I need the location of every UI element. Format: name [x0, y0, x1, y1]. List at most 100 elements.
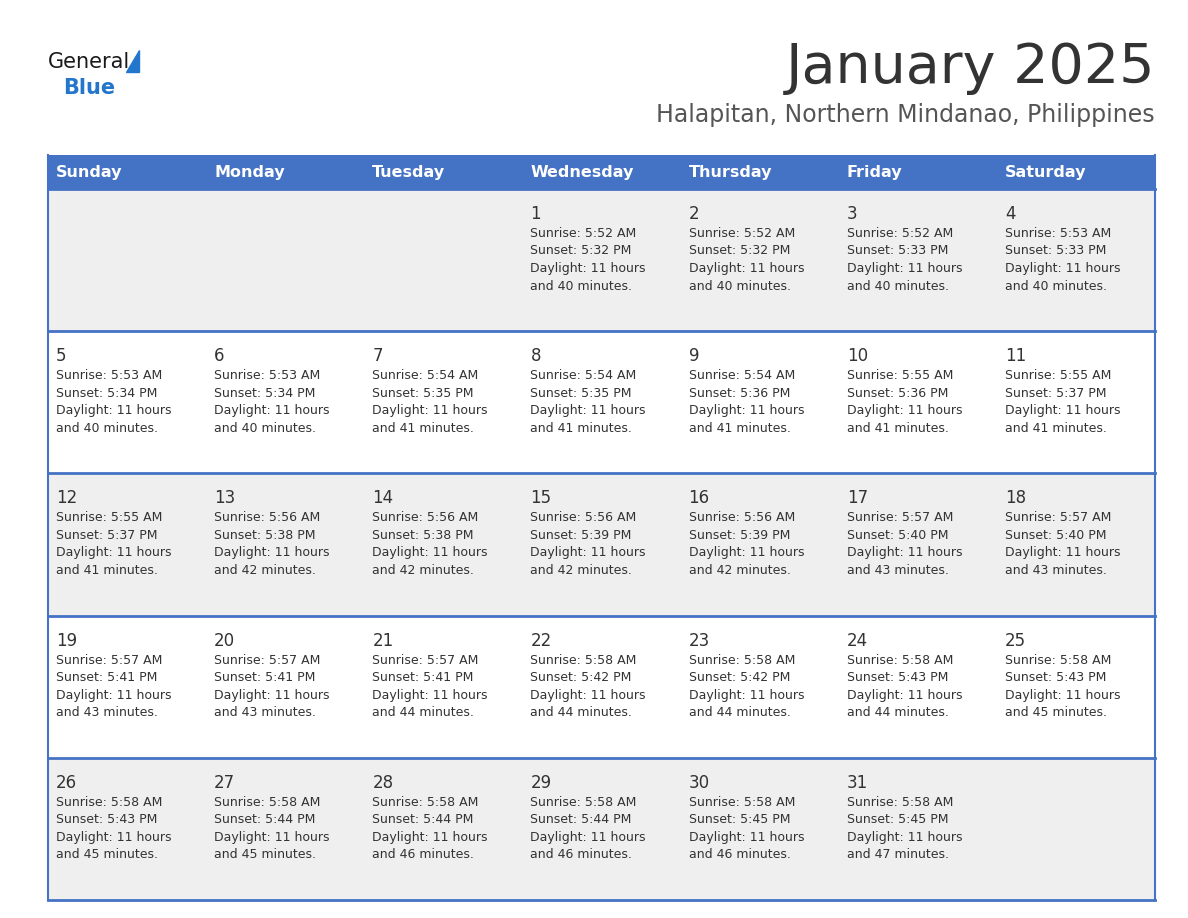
Text: 13: 13	[214, 489, 235, 508]
Text: 15: 15	[530, 489, 551, 508]
Text: Daylight: 11 hours: Daylight: 11 hours	[847, 831, 962, 844]
Text: 12: 12	[56, 489, 77, 508]
FancyBboxPatch shape	[48, 616, 1155, 757]
Polygon shape	[126, 50, 139, 72]
Text: Sunrise: 5:58 AM: Sunrise: 5:58 AM	[689, 654, 795, 666]
Text: 1: 1	[530, 205, 541, 223]
Text: Sunset: 5:38 PM: Sunset: 5:38 PM	[214, 529, 316, 542]
Text: and 42 minutes.: and 42 minutes.	[530, 564, 632, 577]
Text: Daylight: 11 hours: Daylight: 11 hours	[847, 404, 962, 417]
Text: Daylight: 11 hours: Daylight: 11 hours	[847, 546, 962, 559]
FancyBboxPatch shape	[48, 155, 1155, 189]
Text: 30: 30	[689, 774, 709, 792]
Text: and 45 minutes.: and 45 minutes.	[1005, 706, 1107, 719]
Text: and 41 minutes.: and 41 minutes.	[1005, 421, 1107, 435]
Text: and 41 minutes.: and 41 minutes.	[372, 421, 474, 435]
Text: 9: 9	[689, 347, 699, 365]
Text: Daylight: 11 hours: Daylight: 11 hours	[847, 688, 962, 701]
Text: Sunset: 5:33 PM: Sunset: 5:33 PM	[1005, 244, 1106, 258]
Text: 28: 28	[372, 774, 393, 792]
Text: Sunset: 5:44 PM: Sunset: 5:44 PM	[530, 813, 632, 826]
Text: Sunset: 5:32 PM: Sunset: 5:32 PM	[689, 244, 790, 258]
Text: and 41 minutes.: and 41 minutes.	[689, 421, 790, 435]
Text: 24: 24	[847, 632, 868, 650]
FancyBboxPatch shape	[48, 474, 1155, 616]
Text: Sunset: 5:42 PM: Sunset: 5:42 PM	[530, 671, 632, 684]
Text: Sunrise: 5:53 AM: Sunrise: 5:53 AM	[1005, 227, 1111, 240]
Text: Monday: Monday	[214, 164, 285, 180]
Text: Daylight: 11 hours: Daylight: 11 hours	[530, 404, 646, 417]
Text: Sunset: 5:45 PM: Sunset: 5:45 PM	[847, 813, 948, 826]
Text: Daylight: 11 hours: Daylight: 11 hours	[56, 404, 171, 417]
Text: Sunrise: 5:53 AM: Sunrise: 5:53 AM	[56, 369, 163, 382]
Text: 5: 5	[56, 347, 67, 365]
Text: 17: 17	[847, 489, 868, 508]
Text: and 44 minutes.: and 44 minutes.	[847, 706, 948, 719]
Text: 3: 3	[847, 205, 858, 223]
Text: Halapitan, Northern Mindanao, Philippines: Halapitan, Northern Mindanao, Philippine…	[657, 103, 1155, 127]
Text: Sunrise: 5:57 AM: Sunrise: 5:57 AM	[847, 511, 953, 524]
Text: and 46 minutes.: and 46 minutes.	[530, 848, 632, 861]
Text: Daylight: 11 hours: Daylight: 11 hours	[214, 688, 329, 701]
Text: Daylight: 11 hours: Daylight: 11 hours	[689, 262, 804, 275]
Text: Sunrise: 5:53 AM: Sunrise: 5:53 AM	[214, 369, 321, 382]
Text: Sunset: 5:43 PM: Sunset: 5:43 PM	[56, 813, 157, 826]
Text: 20: 20	[214, 632, 235, 650]
Text: Daylight: 11 hours: Daylight: 11 hours	[689, 546, 804, 559]
Text: and 40 minutes.: and 40 minutes.	[214, 421, 316, 435]
Text: 10: 10	[847, 347, 868, 365]
Text: 21: 21	[372, 632, 393, 650]
Text: Sunrise: 5:56 AM: Sunrise: 5:56 AM	[530, 511, 637, 524]
Text: Sunset: 5:37 PM: Sunset: 5:37 PM	[56, 529, 158, 542]
Text: Sunrise: 5:52 AM: Sunrise: 5:52 AM	[847, 227, 953, 240]
Text: and 41 minutes.: and 41 minutes.	[56, 564, 158, 577]
Text: Daylight: 11 hours: Daylight: 11 hours	[56, 688, 171, 701]
Text: Daylight: 11 hours: Daylight: 11 hours	[214, 546, 329, 559]
Text: 2: 2	[689, 205, 700, 223]
Text: Sunset: 5:44 PM: Sunset: 5:44 PM	[214, 813, 316, 826]
Text: 8: 8	[530, 347, 541, 365]
Text: Sunset: 5:45 PM: Sunset: 5:45 PM	[689, 813, 790, 826]
Text: Sunrise: 5:58 AM: Sunrise: 5:58 AM	[530, 796, 637, 809]
Text: Sunrise: 5:58 AM: Sunrise: 5:58 AM	[372, 796, 479, 809]
Text: Sunrise: 5:56 AM: Sunrise: 5:56 AM	[214, 511, 321, 524]
Text: and 40 minutes.: and 40 minutes.	[56, 421, 158, 435]
Text: and 43 minutes.: and 43 minutes.	[56, 706, 158, 719]
Text: Sunset: 5:38 PM: Sunset: 5:38 PM	[372, 529, 474, 542]
Text: and 41 minutes.: and 41 minutes.	[847, 421, 948, 435]
Text: 29: 29	[530, 774, 551, 792]
Text: Sunrise: 5:57 AM: Sunrise: 5:57 AM	[56, 654, 163, 666]
Text: Sunset: 5:32 PM: Sunset: 5:32 PM	[530, 244, 632, 258]
Text: Daylight: 11 hours: Daylight: 11 hours	[214, 404, 329, 417]
Text: Sunrise: 5:57 AM: Sunrise: 5:57 AM	[1005, 511, 1111, 524]
Text: 11: 11	[1005, 347, 1026, 365]
Text: Sunset: 5:41 PM: Sunset: 5:41 PM	[372, 671, 474, 684]
Text: and 47 minutes.: and 47 minutes.	[847, 848, 949, 861]
Text: Daylight: 11 hours: Daylight: 11 hours	[1005, 688, 1120, 701]
Text: Daylight: 11 hours: Daylight: 11 hours	[56, 831, 171, 844]
Text: Daylight: 11 hours: Daylight: 11 hours	[530, 688, 646, 701]
Text: Sunrise: 5:58 AM: Sunrise: 5:58 AM	[847, 654, 953, 666]
FancyBboxPatch shape	[48, 757, 1155, 900]
Text: and 42 minutes.: and 42 minutes.	[214, 564, 316, 577]
Text: Sunset: 5:41 PM: Sunset: 5:41 PM	[56, 671, 157, 684]
Text: 6: 6	[214, 347, 225, 365]
Text: Sunset: 5:36 PM: Sunset: 5:36 PM	[689, 386, 790, 399]
Text: and 41 minutes.: and 41 minutes.	[530, 421, 632, 435]
Text: Sunrise: 5:54 AM: Sunrise: 5:54 AM	[689, 369, 795, 382]
Text: January 2025: January 2025	[785, 41, 1155, 95]
Text: and 40 minutes.: and 40 minutes.	[689, 279, 790, 293]
Text: Sunrise: 5:58 AM: Sunrise: 5:58 AM	[847, 796, 953, 809]
Text: Sunset: 5:39 PM: Sunset: 5:39 PM	[530, 529, 632, 542]
Text: and 42 minutes.: and 42 minutes.	[372, 564, 474, 577]
Text: General: General	[48, 52, 131, 72]
Text: Sunset: 5:35 PM: Sunset: 5:35 PM	[372, 386, 474, 399]
Text: Daylight: 11 hours: Daylight: 11 hours	[214, 831, 329, 844]
Text: Sunrise: 5:57 AM: Sunrise: 5:57 AM	[372, 654, 479, 666]
Text: and 44 minutes.: and 44 minutes.	[689, 706, 790, 719]
Text: Sunset: 5:34 PM: Sunset: 5:34 PM	[214, 386, 316, 399]
Text: Sunset: 5:34 PM: Sunset: 5:34 PM	[56, 386, 157, 399]
Text: Sunrise: 5:55 AM: Sunrise: 5:55 AM	[1005, 369, 1111, 382]
Text: Sunrise: 5:58 AM: Sunrise: 5:58 AM	[1005, 654, 1111, 666]
Text: Daylight: 11 hours: Daylight: 11 hours	[56, 546, 171, 559]
